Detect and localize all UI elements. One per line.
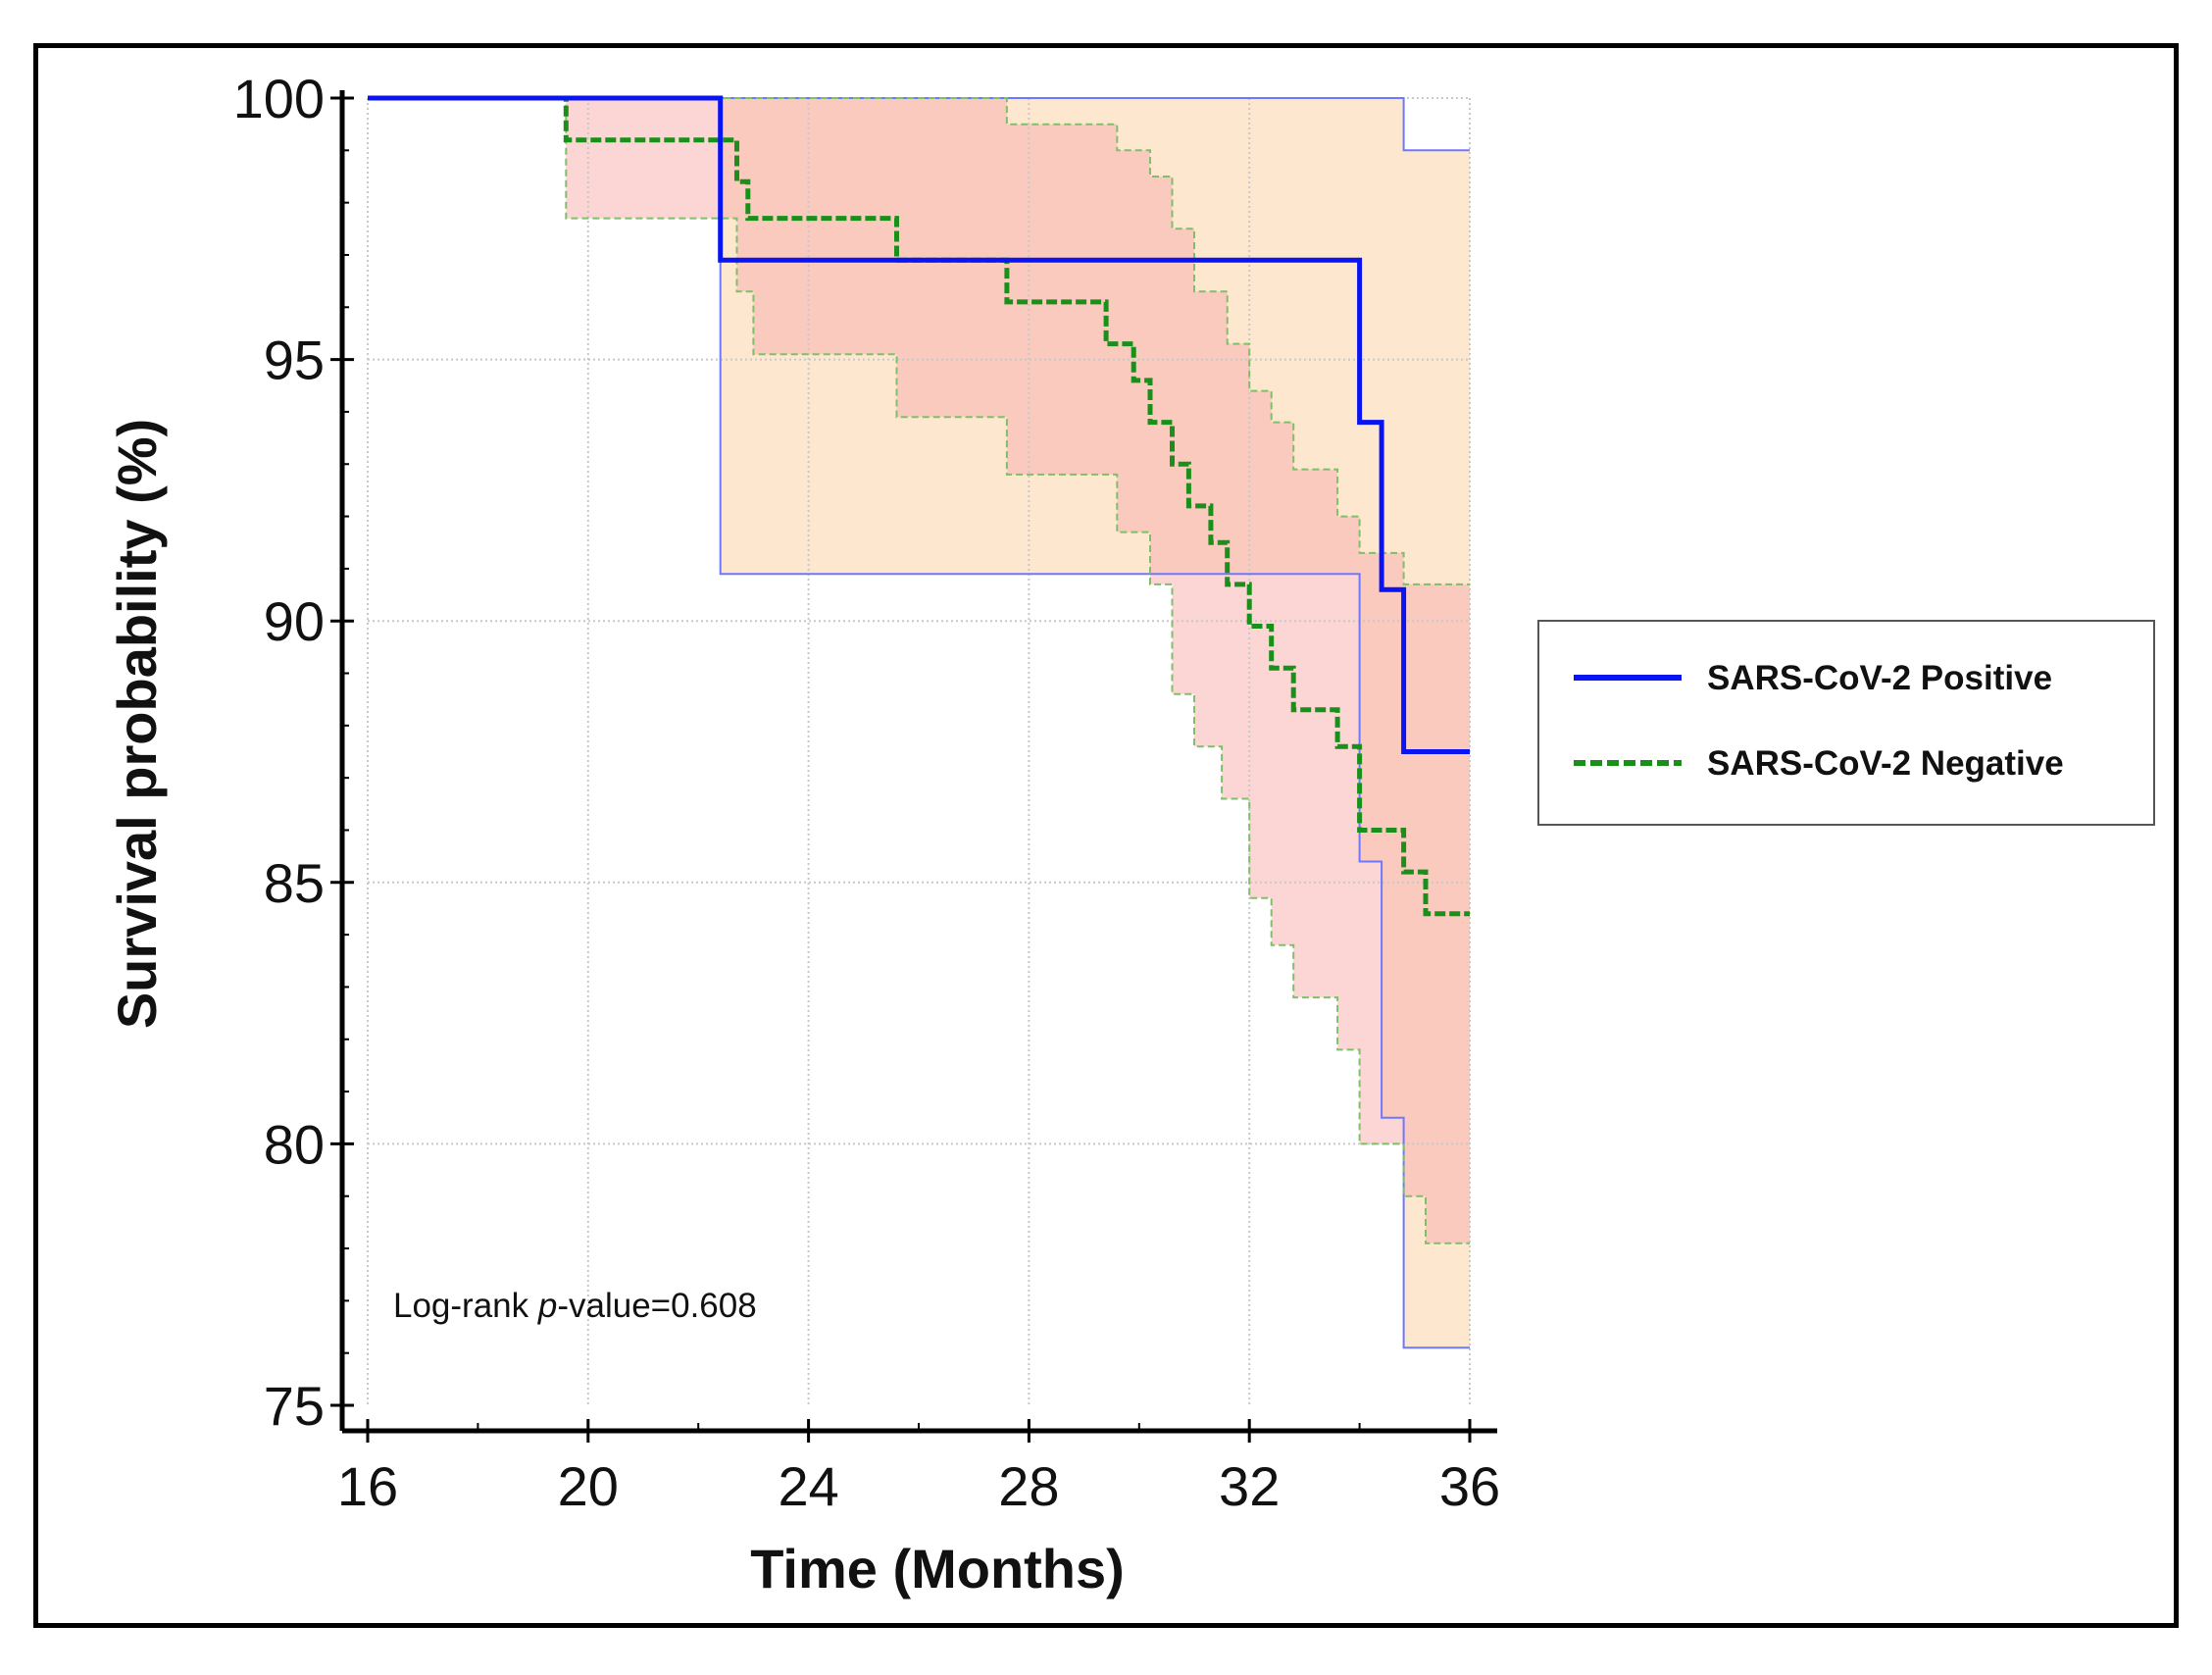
x-tick-label-16: 16 (337, 1455, 398, 1517)
legend-box (1537, 620, 2155, 826)
ticks: 75 80 85 90 95 100 16 20 24 28 32 36 (233, 68, 1501, 1517)
x-tick-label-36: 36 (1439, 1455, 1500, 1517)
confidence-band-lines (368, 97, 1470, 1349)
y-tick-label-90: 90 (264, 590, 325, 652)
curve-positive (368, 95, 1470, 754)
confidence-band-fills (368, 98, 1470, 1348)
y-axis-title: Survival probability (%) (106, 419, 168, 1029)
y-tick-label-95: 95 (264, 330, 325, 391)
y-tick-label-75: 75 (264, 1375, 325, 1437)
y-tick-label-100: 100 (233, 68, 325, 129)
legend: SARS-CoV-2 Positive SARS-CoV-2 Negative (1537, 620, 2155, 826)
x-axis-title: Time (Months) (750, 1538, 1125, 1599)
figure-frame: 75 80 85 90 95 100 16 20 24 28 32 36 Time (Months) … (33, 43, 2179, 1628)
ci-fill-negative (368, 98, 1470, 1244)
x-tick-label-20: 20 (558, 1455, 619, 1517)
x-tick-label-32: 32 (1219, 1455, 1280, 1517)
ci-lower-negative (368, 97, 1470, 1244)
annotation-p: p (537, 1287, 557, 1325)
gridlines (367, 97, 1471, 1405)
legend-label-negative: SARS-CoV-2 Negative (1707, 744, 2064, 783)
y-tick-label-80: 80 (264, 1113, 325, 1175)
legend-label-positive: SARS-CoV-2 Positive (1707, 659, 2052, 697)
x-tick-label-28: 28 (998, 1455, 1059, 1517)
ci-lower-positive (368, 97, 1470, 1349)
ci-upper-negative (368, 97, 1470, 585)
log-rank-annotation: Log-rank p-value=0.608 (393, 1287, 757, 1325)
curve-negative (368, 95, 1470, 917)
survival-curves (368, 95, 1470, 917)
x-tick-label-24: 24 (778, 1455, 838, 1517)
y-tick-label-85: 85 (264, 852, 325, 914)
annotation-suffix: -value=0.608 (557, 1287, 756, 1325)
annotation-prefix: Log-rank (393, 1287, 538, 1325)
